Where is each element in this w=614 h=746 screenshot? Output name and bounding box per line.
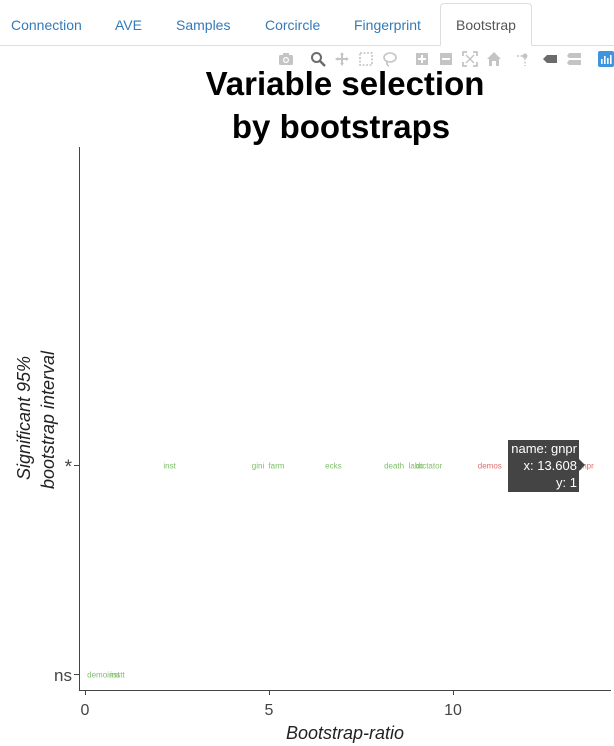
y-tick-label-sig: * (65, 457, 73, 478)
reset-axes-icon[interactable] (486, 51, 502, 67)
point-label-gnpr[interactable]: gnpr (578, 462, 594, 471)
tooltip-line-2: x: 13.608 (524, 458, 578, 473)
point-label-dictator[interactable]: dictator (416, 462, 443, 471)
hover-closest-icon[interactable] (542, 51, 558, 67)
tooltip-box (508, 440, 585, 492)
lasso-select-icon[interactable] (382, 51, 398, 67)
hover-compare-icon[interactable] (566, 51, 582, 67)
tab-samples[interactable]: Samples (176, 17, 231, 33)
tab-ave[interactable]: AVE (115, 17, 142, 33)
point-label-death[interactable]: death (384, 462, 404, 471)
plot-modebar (0, 51, 614, 67)
zoom-in-icon[interactable] (414, 51, 430, 67)
point-label-instt[interactable]: instt (110, 671, 125, 680)
tooltip-line-1: name: gnpr (511, 441, 577, 456)
tab-corcircle[interactable]: Corcircle (265, 17, 321, 33)
y-axis-title-line-1: Significant 95% (14, 356, 34, 480)
y-axis-title-line-2: bootstrap interval (38, 350, 58, 489)
tab-fingerprint[interactable]: Fingerprint (354, 17, 421, 33)
zoom-out-icon[interactable] (438, 51, 454, 67)
tooltip-line-3: y: 1 (556, 475, 577, 490)
point-label-gini[interactable]: gini (252, 462, 265, 471)
x-ticks: 0 5 10 (81, 690, 462, 719)
y-tick-label-ns: ns (54, 666, 72, 685)
tab-connection[interactable]: Connection (11, 17, 82, 33)
x-tick-label-1: 5 (265, 702, 274, 719)
autoscale-icon[interactable] (462, 51, 478, 67)
x-axis-title: Bootstrap-ratio (286, 723, 404, 743)
tab-bar: Connection AVE Samples Corcircle Fingerp… (0, 0, 614, 46)
point-label-farm[interactable]: farm (268, 462, 284, 471)
box-select-icon[interactable] (358, 51, 374, 67)
point-label-ecks[interactable]: ecks (325, 462, 341, 471)
point-label-labo[interactable]: labo (409, 462, 425, 471)
tab-bootstrap[interactable]: Bootstrap (440, 3, 532, 46)
hover-tooltip: name: gnpr x: 13.608 y: 1 (508, 440, 585, 492)
camera-icon[interactable] (278, 51, 294, 67)
point-label-inst[interactable]: inst (163, 462, 176, 471)
point-label-demos[interactable]: demos (478, 462, 502, 471)
spike-lines-icon[interactable] (516, 51, 532, 67)
y-ticks: ns * (54, 457, 79, 685)
chart-title-line-2: by bootstraps (232, 108, 450, 145)
zoom-icon[interactable] (310, 51, 326, 67)
x-tick-label-2: 10 (444, 702, 462, 719)
plotly-logo-icon[interactable] (598, 51, 614, 67)
x-tick-label-0: 0 (81, 702, 90, 719)
chart-title-line-1: Variable selection (206, 65, 485, 102)
pan-icon[interactable] (334, 51, 350, 67)
point-label-demoinst[interactable]: demoinst (87, 671, 120, 680)
